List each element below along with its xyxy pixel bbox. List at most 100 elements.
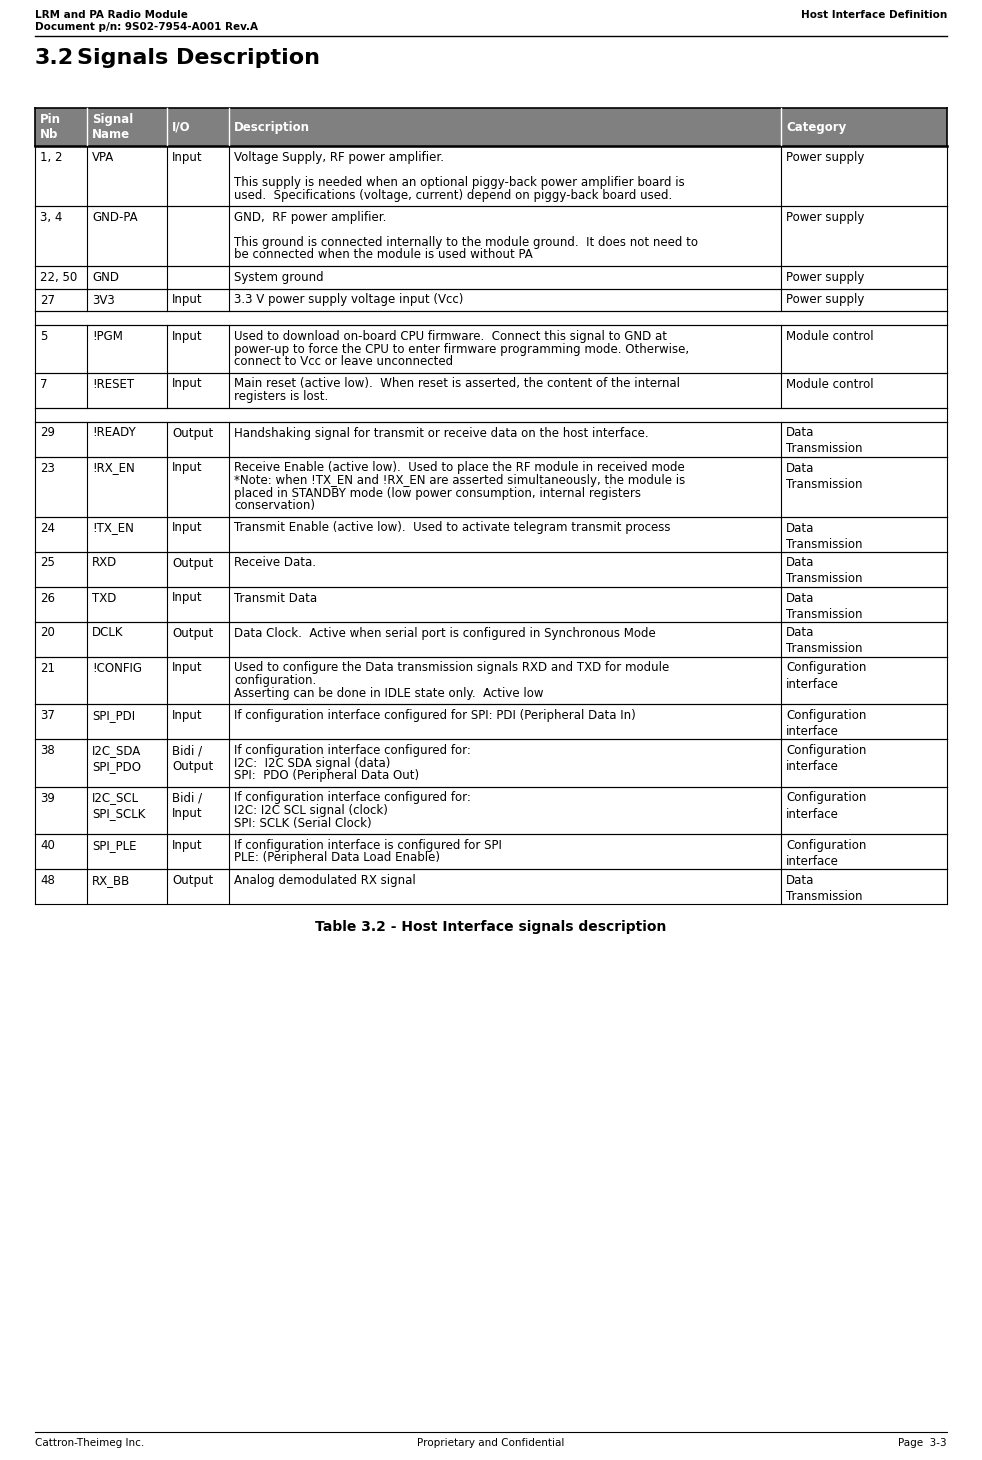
Bar <box>35 517 947 552</box>
Text: !RX_EN: !RX_EN <box>92 461 135 474</box>
Text: GND: GND <box>92 272 119 285</box>
Text: PLE: (Peripheral Data Load Enable): PLE: (Peripheral Data Load Enable) <box>234 851 440 864</box>
Text: 26: 26 <box>40 591 55 604</box>
Bar <box>35 457 947 517</box>
Text: used.  Specifications (voltage, current) depend on piggy-back board used.: used. Specifications (voltage, current) … <box>234 188 673 201</box>
Text: Table 3.2 - Host Interface signals description: Table 3.2 - Host Interface signals descr… <box>315 920 667 934</box>
Text: Power supply: Power supply <box>786 212 864 223</box>
Text: 24: 24 <box>40 521 55 534</box>
Text: Data
Transmission: Data Transmission <box>786 521 862 550</box>
Text: 3V3: 3V3 <box>92 293 115 307</box>
Text: System ground: System ground <box>234 272 324 285</box>
Text: placed in STANDBY mode (low power consumption, internal registers: placed in STANDBY mode (low power consum… <box>234 486 641 499</box>
Text: Module control: Module control <box>786 330 874 343</box>
Bar <box>35 622 947 657</box>
Text: *Note: when !TX_EN and !RX_EN are asserted simultaneously, the module is: *Note: when !TX_EN and !RX_EN are assert… <box>234 474 685 488</box>
Text: Host Interface Definition: Host Interface Definition <box>800 10 947 20</box>
Text: 3.3 V power supply voltage input (Vcc): 3.3 V power supply voltage input (Vcc) <box>234 293 464 307</box>
Text: Document p/n: 9S02-7954-A001 Rev.A: Document p/n: 9S02-7954-A001 Rev.A <box>35 22 258 32</box>
Bar <box>35 422 947 457</box>
Text: Bidi /
Output: Bidi / Output <box>172 745 213 772</box>
Bar <box>35 108 947 146</box>
Text: SPI: SCLK (Serial Clock): SPI: SCLK (Serial Clock) <box>234 816 371 829</box>
Text: I2C: I2C SCL signal (clock): I2C: I2C SCL signal (clock) <box>234 804 388 818</box>
Text: Proprietary and Confidential: Proprietary and Confidential <box>417 1438 565 1448</box>
Text: configuration.: configuration. <box>234 675 316 688</box>
Text: Power supply: Power supply <box>786 150 864 164</box>
Text: !RESET: !RESET <box>92 378 135 390</box>
Text: Transmit Data: Transmit Data <box>234 591 317 604</box>
Text: Input: Input <box>172 839 202 853</box>
Text: !PGM: !PGM <box>92 330 123 343</box>
Text: power-up to force the CPU to enter firmware programming mode. Otherwise,: power-up to force the CPU to enter firmw… <box>234 343 689 355</box>
Text: 40: 40 <box>40 839 55 853</box>
Text: Power supply: Power supply <box>786 293 864 307</box>
Text: 7: 7 <box>40 378 47 390</box>
Text: If configuration interface configured for:: If configuration interface configured fo… <box>234 745 471 756</box>
Bar <box>35 372 947 407</box>
Text: This supply is needed when an optional piggy-back power amplifier board is: This supply is needed when an optional p… <box>234 177 684 188</box>
Bar <box>35 704 947 739</box>
Bar <box>35 787 947 834</box>
Text: I2C:  I2C SDA signal (data): I2C: I2C SDA signal (data) <box>234 756 391 769</box>
Text: 37: 37 <box>40 710 55 723</box>
Bar <box>35 587 947 622</box>
Bar <box>35 289 947 311</box>
Text: GND-PA: GND-PA <box>92 212 137 223</box>
Text: Input: Input <box>172 710 202 723</box>
Text: Configuration
interface: Configuration interface <box>786 839 866 869</box>
Text: 39: 39 <box>40 791 55 804</box>
Text: DCLK: DCLK <box>92 626 124 639</box>
Text: !CONFIG: !CONFIG <box>92 661 142 675</box>
Text: Input: Input <box>172 661 202 675</box>
Bar <box>35 739 947 787</box>
Text: Bidi /
Input: Bidi / Input <box>172 791 202 821</box>
Text: 27: 27 <box>40 293 55 307</box>
Bar <box>35 206 947 266</box>
Text: I2C_SDA
SPI_PDO: I2C_SDA SPI_PDO <box>92 745 141 772</box>
Text: !TX_EN: !TX_EN <box>92 521 134 534</box>
Text: 48: 48 <box>40 875 55 888</box>
Text: 1, 2: 1, 2 <box>40 150 63 164</box>
Text: Data
Transmission: Data Transmission <box>786 875 862 902</box>
Text: Signals Description: Signals Description <box>77 48 320 69</box>
Text: Power supply: Power supply <box>786 272 864 285</box>
Text: Data
Transmission: Data Transmission <box>786 626 862 656</box>
Text: SPI_PLE: SPI_PLE <box>92 839 136 853</box>
Text: Receive Enable (active low).  Used to place the RF module in received mode: Receive Enable (active low). Used to pla… <box>234 461 684 474</box>
Text: Transmit Enable (active low).  Used to activate telegram transmit process: Transmit Enable (active low). Used to ac… <box>234 521 671 534</box>
Text: 3, 4: 3, 4 <box>40 212 63 223</box>
Text: If configuration interface is configured for SPI: If configuration interface is configured… <box>234 839 502 853</box>
Text: be connected when the module is used without PA: be connected when the module is used wit… <box>234 248 533 261</box>
Text: SPI:  PDO (Peripheral Data Out): SPI: PDO (Peripheral Data Out) <box>234 769 419 783</box>
Text: Page  3-3: Page 3-3 <box>899 1438 947 1448</box>
Text: If configuration interface configured for SPI: PDI (Peripheral Data In): If configuration interface configured fo… <box>234 710 635 723</box>
Text: Description: Description <box>234 121 310 133</box>
Text: 5: 5 <box>40 330 47 343</box>
Text: Data
Transmission: Data Transmission <box>786 556 862 585</box>
Text: Data
Transmission: Data Transmission <box>786 426 862 456</box>
Text: 21: 21 <box>40 661 55 675</box>
Text: RXD: RXD <box>92 556 117 569</box>
Bar <box>35 326 947 372</box>
Text: RX_BB: RX_BB <box>92 875 131 888</box>
Text: TXD: TXD <box>92 591 117 604</box>
Text: 20: 20 <box>40 626 55 639</box>
Text: Input: Input <box>172 378 202 390</box>
Text: Output: Output <box>172 626 213 639</box>
Text: Module control: Module control <box>786 378 874 390</box>
Text: Configuration
interface: Configuration interface <box>786 745 866 772</box>
Text: Cattron-Theimeg Inc.: Cattron-Theimeg Inc. <box>35 1438 144 1448</box>
Text: Asserting can be done in IDLE state only.  Active low: Asserting can be done in IDLE state only… <box>234 686 543 699</box>
Text: connect to Vcc or leave unconnected: connect to Vcc or leave unconnected <box>234 355 453 368</box>
Text: SPI_PDI: SPI_PDI <box>92 710 136 723</box>
Text: Analog demodulated RX signal: Analog demodulated RX signal <box>234 875 415 888</box>
Text: VPA: VPA <box>92 150 114 164</box>
Text: Configuration
interface: Configuration interface <box>786 710 866 737</box>
Text: Input: Input <box>172 150 202 164</box>
Text: Output: Output <box>172 875 213 888</box>
Text: I/O: I/O <box>172 121 191 133</box>
Text: Pin
Nb: Pin Nb <box>40 112 61 142</box>
Text: Configuration
interface: Configuration interface <box>786 791 866 821</box>
Text: Category: Category <box>786 121 846 133</box>
